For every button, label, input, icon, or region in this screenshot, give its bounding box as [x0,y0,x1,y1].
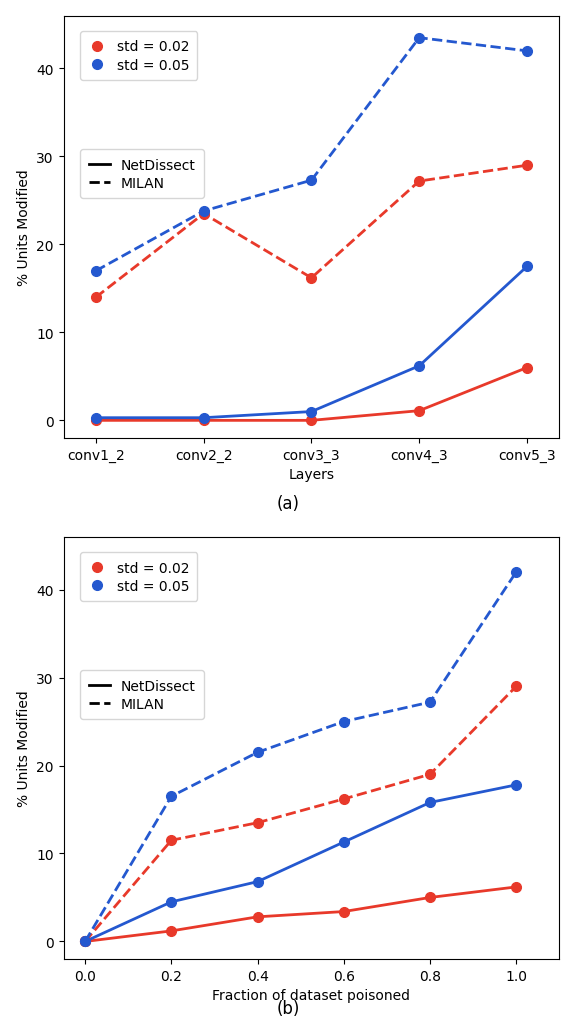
Y-axis label: % Units Modified: % Units Modified [17,690,31,806]
Legend: NetDissect, MILAN: NetDissect, MILAN [81,150,204,199]
X-axis label: Fraction of dataset poisoned: Fraction of dataset poisoned [213,988,411,1003]
X-axis label: Layers: Layers [289,468,335,482]
Text: (a): (a) [276,494,300,513]
Text: (b): (b) [276,999,300,1017]
Legend: NetDissect, MILAN: NetDissect, MILAN [81,671,204,719]
Y-axis label: % Units Modified: % Units Modified [17,169,31,286]
